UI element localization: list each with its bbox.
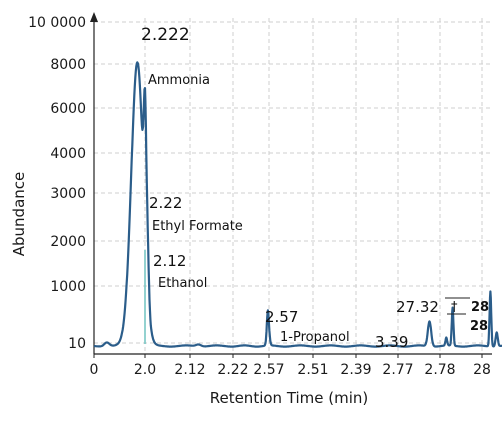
x-tick-label: 2.12 — [174, 362, 205, 378]
peak-name-ethanol: Ethanol — [158, 276, 207, 291]
x-tick-labels: 0 2.0 2.12 2.22 2.57 2.51 2.39 2.77 2.78 28 — [90, 354, 491, 378]
x-tick-label: 28 — [473, 362, 491, 378]
peak-value-1-propanol: 2.57 — [265, 308, 298, 326]
x-tick-label: 2.22 — [217, 362, 248, 378]
chromatogram-trace — [93, 61, 502, 348]
peak-name-ammonia: Ammonia — [148, 73, 210, 88]
peak-value-ammonia: 2.222 — [141, 25, 190, 45]
peak-name-ethyl-formate: Ethyl Formate — [152, 219, 243, 234]
grid-lines — [94, 18, 492, 354]
x-tick-label: 2.39 — [340, 362, 371, 378]
peak-value-ethyl-formate: 2.22 — [149, 194, 182, 212]
x-tick-label: 2.51 — [297, 362, 328, 378]
axes — [90, 12, 492, 355]
x-axis-title: Retention Time (min) — [210, 389, 369, 407]
x-tick-label: 2.57 — [253, 362, 284, 378]
x-tick-label: 0 — [90, 362, 99, 378]
y-tick-label: 8000 — [50, 57, 86, 73]
dagger-marker: † — [451, 300, 458, 315]
peak-value-27-32: 27.32 — [396, 298, 439, 316]
y-tick-labels: 10 1000 2000 3000 4000 6000 8000 10 0000 — [28, 15, 86, 352]
y-tick-label: 10 — [68, 336, 86, 352]
y-tick-label: 6000 — [50, 101, 86, 117]
peak-value-28-bottom: 28 — [470, 319, 488, 334]
y-tick-label: 10 0000 — [28, 15, 86, 31]
y-axis-arrow — [90, 12, 98, 22]
y-tick-label: 1000 — [50, 279, 86, 295]
x-tick-label: 2.78 — [424, 362, 455, 378]
x-tick-label: 2.0 — [134, 362, 156, 378]
x-tick-label: 2.77 — [382, 362, 413, 378]
peak-value-ethanol: 2.12 — [153, 252, 186, 270]
peak-value-28-top: 28 — [471, 300, 489, 315]
y-tick-label: 2000 — [50, 234, 86, 250]
peak-name-1-propanol: 1-Propanol — [280, 330, 350, 345]
y-tick-label: 4000 — [50, 146, 86, 162]
y-tick-label: 3000 — [50, 186, 86, 202]
y-axis-title: Abundance — [10, 172, 28, 257]
peak-value-3-39: 3.39 — [375, 333, 408, 351]
